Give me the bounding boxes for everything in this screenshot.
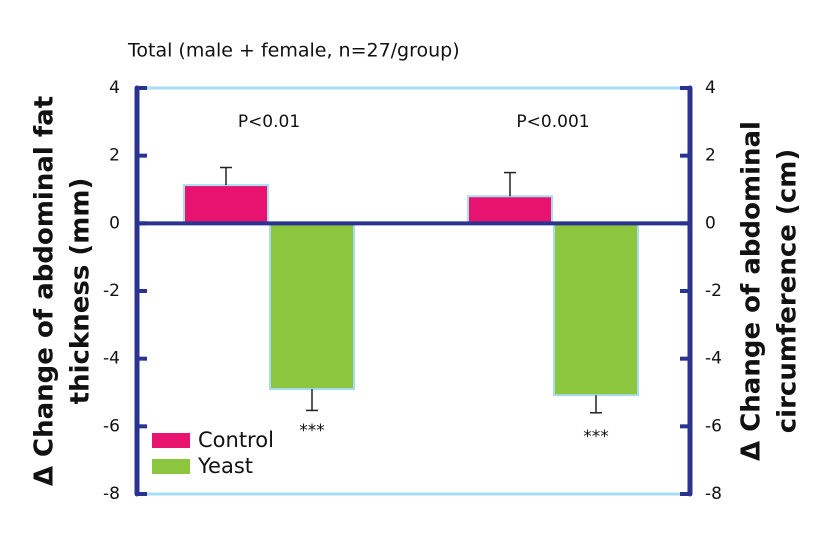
y-tick-label: -8	[103, 484, 120, 504]
y-tick-label: -2	[103, 281, 120, 301]
error-bar	[504, 171, 516, 197]
p-value: P<0.01	[238, 112, 300, 132]
y2-tick-label: 2	[705, 146, 716, 166]
bar	[183, 184, 269, 225]
y2-tick-label: 0	[705, 213, 716, 233]
y2-tick-label: -8	[705, 484, 722, 504]
y-tick-label: 0	[109, 213, 120, 233]
significance-label: ***	[583, 427, 609, 447]
legend-label: Yeast	[197, 454, 253, 478]
y-axis-title: thickness (mm)	[66, 178, 96, 405]
p-value: P<0.001	[516, 112, 589, 132]
bar	[467, 195, 553, 225]
significance-label: ***	[299, 421, 325, 441]
legend-swatch	[152, 433, 190, 448]
y2-axis-title: Δ Change of abdominal	[737, 121, 767, 461]
y2-axis-title: circumference (cm)	[773, 149, 803, 433]
bar	[269, 222, 355, 391]
y2-tick-label: 4	[705, 78, 716, 98]
y-tick-label: -6	[103, 416, 120, 436]
legend-swatch	[152, 459, 190, 474]
y2-tick-label: -4	[705, 349, 722, 369]
bar	[553, 222, 639, 397]
error-bar	[220, 166, 232, 186]
y2-tick-label: -2	[705, 281, 722, 301]
chart-title: Total (male + female, n=27/group)	[127, 40, 460, 62]
y-tick-label: -4	[103, 349, 120, 369]
error-bar	[590, 395, 602, 414]
y2-tick-label: -6	[705, 416, 722, 436]
y-tick-label: 4	[109, 78, 120, 98]
legend-label: Control	[198, 428, 274, 452]
y-axis-title: Δ Change of abdominal fat	[30, 96, 60, 486]
y-tick-label: 2	[109, 146, 120, 166]
error-bar	[306, 389, 318, 412]
